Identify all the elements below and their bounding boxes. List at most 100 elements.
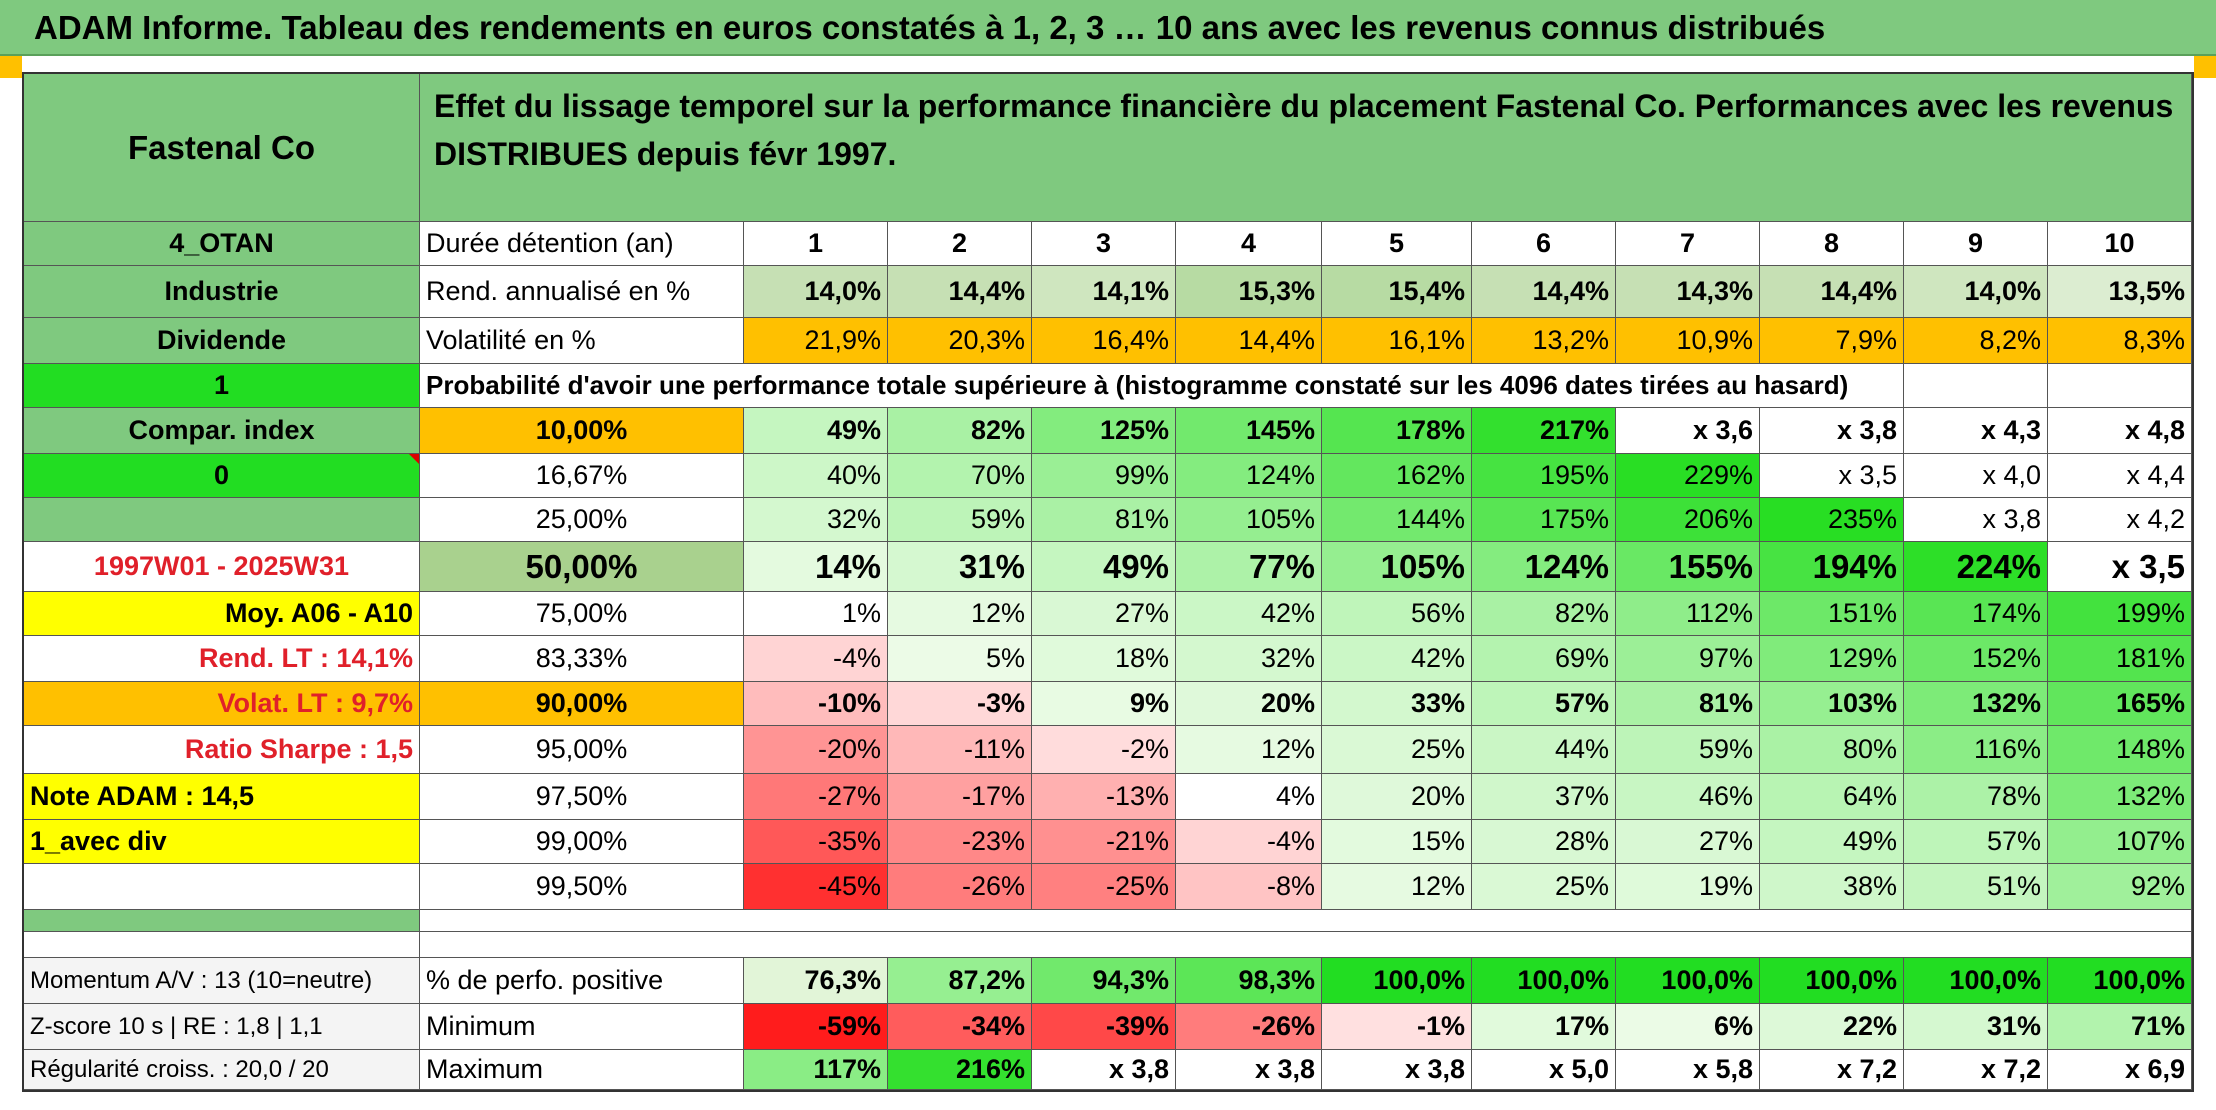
- quantile-value: 42%: [1322, 636, 1472, 682]
- quantile-value: -4%: [744, 636, 888, 682]
- quantile-label: 10,00%: [420, 408, 744, 454]
- quantile-value: 49%: [1760, 820, 1904, 864]
- quantile-value: 105%: [1176, 498, 1322, 542]
- positive-perf-value: 98,3%: [1176, 958, 1322, 1004]
- quantile-value: -11%: [888, 726, 1032, 774]
- quantile-value: 1%: [744, 592, 888, 636]
- quantile-value: 9%: [1032, 682, 1176, 726]
- quantile-label: 95,00%: [420, 726, 744, 774]
- quantile-value: 99%: [1032, 454, 1176, 498]
- year-header: 5: [1322, 222, 1472, 266]
- year-header: 8: [1760, 222, 1904, 266]
- quantile-value: x 4,4: [2048, 454, 2192, 498]
- momentum-label: Momentum A/V : 13 (10=neutre): [24, 958, 420, 1004]
- quantile-value: 81%: [1616, 682, 1760, 726]
- rend-value: 13,5%: [2048, 266, 2192, 318]
- quantile-value: -13%: [1032, 774, 1176, 820]
- moy-label: Moy. A06 - A10: [24, 592, 420, 636]
- quantile-label: 97,50%: [420, 774, 744, 820]
- quantile-value: 15%: [1322, 820, 1472, 864]
- year-header: 10: [2048, 222, 2192, 266]
- quantile-value: 116%: [1904, 726, 2048, 774]
- sector-label: Industrie: [24, 266, 420, 318]
- quantile-value: 4%: [1176, 774, 1322, 820]
- sharpe-label: Ratio Sharpe : 1,5: [24, 726, 420, 774]
- quantile-value: 25%: [1322, 726, 1472, 774]
- quantile-value: 229%: [1616, 454, 1760, 498]
- maximum-value: x 7,2: [1904, 1050, 2048, 1090]
- quantile-value: x 3,6: [1616, 408, 1760, 454]
- blank-cell: [1904, 364, 2048, 408]
- minimum-label: Minimum: [420, 1004, 744, 1050]
- quantile-value: x 3,8: [1904, 498, 2048, 542]
- quantile-value: 112%: [1616, 592, 1760, 636]
- maximum-value: 216%: [888, 1050, 1032, 1090]
- code-label: 4_OTAN: [24, 222, 420, 266]
- quantile-value: x 4,2: [2048, 498, 2192, 542]
- quantile-value: 82%: [888, 408, 1032, 454]
- quantile-value: 162%: [1322, 454, 1472, 498]
- quantile-value: 107%: [2048, 820, 2192, 864]
- quantile-value: 25%: [1472, 864, 1616, 910]
- quantile-value: 181%: [2048, 636, 2192, 682]
- year-header: 6: [1472, 222, 1616, 266]
- positive-perf-value: 100,0%: [1904, 958, 2048, 1004]
- quantile-value: 28%: [1472, 820, 1616, 864]
- quantile-value: 124%: [1176, 454, 1322, 498]
- quantile-value: 124%: [1472, 542, 1616, 592]
- quantile-value: -21%: [1032, 820, 1176, 864]
- quantile-value: -45%: [744, 864, 888, 910]
- quantile-value: -17%: [888, 774, 1032, 820]
- quantile-value: -26%: [888, 864, 1032, 910]
- quantile-value: 206%: [1616, 498, 1760, 542]
- quantile-label: 99,50%: [420, 864, 744, 910]
- minimum-value: -39%: [1032, 1004, 1176, 1050]
- quantile-value: 92%: [2048, 864, 2192, 910]
- quantile-value: x 3,5: [1760, 454, 1904, 498]
- quantile-value: 132%: [1904, 682, 2048, 726]
- quantile-value: x 3,8: [1760, 408, 1904, 454]
- quantile-value: 27%: [1616, 820, 1760, 864]
- quantile-value: 32%: [1176, 636, 1322, 682]
- spacer-green-cell: [24, 910, 420, 932]
- maximum-value: x 5,0: [1472, 1050, 1616, 1090]
- quantile-value: 12%: [888, 592, 1032, 636]
- maximum-value: x 7,2: [1760, 1050, 1904, 1090]
- volat-value: 20,3%: [888, 318, 1032, 364]
- minimum-value: 31%: [1904, 1004, 2048, 1050]
- asset-name: Fastenal Co: [24, 74, 420, 222]
- quantile-value: 19%: [1616, 864, 1760, 910]
- positive-perf-label: % de perfo. positive: [420, 958, 744, 1004]
- rend-label: Rend. annualisé en %: [420, 266, 744, 318]
- quantile-value: 235%: [1760, 498, 1904, 542]
- rend-value: 14,1%: [1032, 266, 1176, 318]
- avec-div-label: 1_avec div: [24, 820, 420, 864]
- quantile-value: 195%: [1472, 454, 1616, 498]
- volat-label: Volatilité en %: [420, 318, 744, 364]
- proba-caption: Probabilité d'avoir une performance tota…: [420, 364, 1904, 408]
- quantile-value: 155%: [1616, 542, 1760, 592]
- quantile-value: 27%: [1032, 592, 1176, 636]
- returns-table: Fastenal Co Effet du lissage temporel sur…: [22, 72, 2194, 1092]
- quantile-value: 20%: [1176, 682, 1322, 726]
- quantile-value: 105%: [1322, 542, 1472, 592]
- volat-value: 14,4%: [1176, 318, 1322, 364]
- quantile-label: 83,33%: [420, 636, 744, 682]
- quantile-value: 152%: [1904, 636, 2048, 682]
- quantile-value: 64%: [1760, 774, 1904, 820]
- zscore-label: Z-score 10 s | RE : 1,8 | 1,1: [24, 1004, 420, 1050]
- quantile-value: 78%: [1904, 774, 2048, 820]
- maximum-value: x 6,9: [2048, 1050, 2192, 1090]
- title-bar: ADAM Informe. Tableau des rendements en …: [0, 0, 2216, 56]
- minimum-value: 6%: [1616, 1004, 1760, 1050]
- quantile-value: 42%: [1176, 592, 1322, 636]
- quantile-value: 224%: [1904, 542, 2048, 592]
- rend-value: 14,4%: [888, 266, 1032, 318]
- rend-value: 15,3%: [1176, 266, 1322, 318]
- quantile-value: -3%: [888, 682, 1032, 726]
- blank-green-cell: [24, 498, 420, 542]
- positive-perf-value: 87,2%: [888, 958, 1032, 1004]
- quantile-value: 20%: [1322, 774, 1472, 820]
- quantile-value: -10%: [744, 682, 888, 726]
- quantile-value: x 4,8: [2048, 408, 2192, 454]
